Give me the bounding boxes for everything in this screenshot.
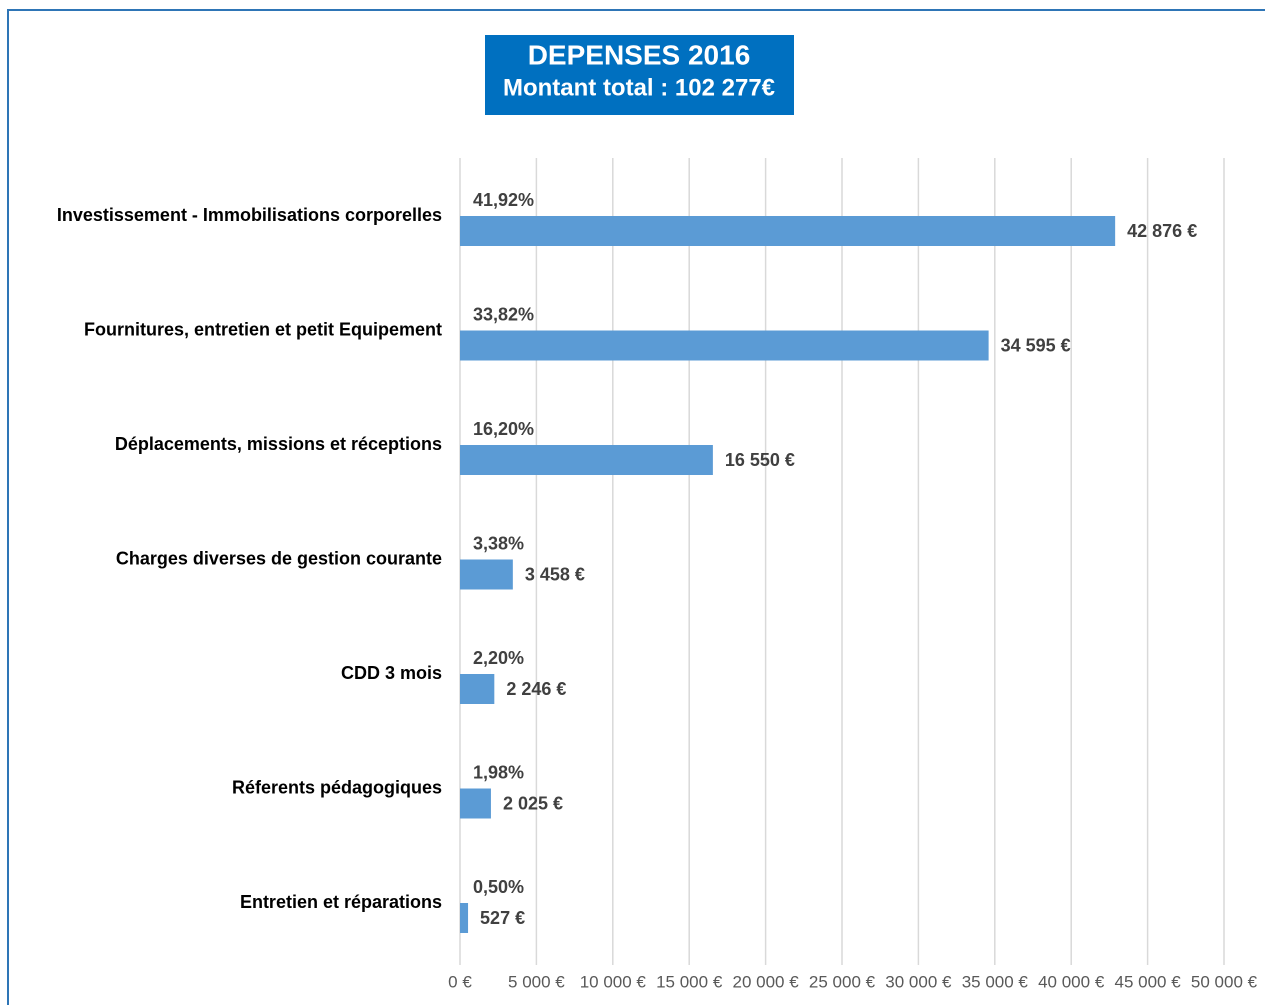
percent-label: 33,82% (473, 304, 534, 324)
x-tick-label: 5 000 € (508, 972, 565, 991)
value-label: 34 595 € (1001, 335, 1071, 355)
x-tick-label: 25 000 € (809, 972, 876, 991)
bar (460, 674, 495, 704)
x-tick-label: 30 000 € (885, 972, 952, 991)
title-box (485, 35, 794, 115)
category-label: Déplacements, missions et réceptions (115, 434, 442, 454)
bar (460, 788, 491, 819)
category-label: Réferents pédagogiques (232, 777, 442, 797)
percent-label: 41,92% (473, 190, 534, 210)
frame (7, 9, 1265, 1005)
x-tick-label: 15 000 € (656, 972, 723, 991)
x-tick-label: 35 000 € (962, 972, 1029, 991)
x-tick-label: 0 € (448, 972, 472, 991)
category-label: CDD 3 mois (341, 663, 442, 683)
x-tick-label: 10 000 € (580, 972, 647, 991)
value-label: 3 458 € (525, 564, 585, 584)
x-tick-label: 45 000 € (1115, 972, 1182, 991)
category-label: Investissement - Immobilisations corpore… (57, 205, 442, 225)
percent-label: 16,20% (473, 419, 534, 439)
x-tick-label: 20 000 € (733, 972, 800, 991)
x-tick-label: 50 000 € (1191, 972, 1258, 991)
value-label: 2 246 € (506, 679, 566, 699)
category-label: Charges diverses de gestion courante (116, 548, 442, 568)
percent-label: 3,38% (473, 533, 524, 553)
value-label: 42 876 € (1127, 221, 1197, 241)
bar (460, 330, 989, 361)
percent-label: 2,20% (473, 648, 524, 668)
percent-label: 1,98% (473, 762, 524, 782)
category-label: Entretien et réparations (240, 892, 442, 912)
bar (460, 445, 713, 475)
category-label: Fournitures, entretien et petit Equipeme… (84, 319, 442, 339)
bar (460, 216, 1116, 246)
chart-title: DEPENSES 2016 (528, 39, 751, 70)
bar (460, 559, 513, 590)
chart-subtitle: Montant total : 102 277€ (503, 74, 775, 101)
x-tick-label: 40 000 € (1038, 972, 1105, 991)
value-label: 527 € (480, 908, 525, 928)
value-label: 2 025 € (503, 793, 563, 813)
bar (460, 903, 469, 933)
value-label: 16 550 € (725, 450, 795, 470)
percent-label: 0,50% (473, 877, 524, 897)
